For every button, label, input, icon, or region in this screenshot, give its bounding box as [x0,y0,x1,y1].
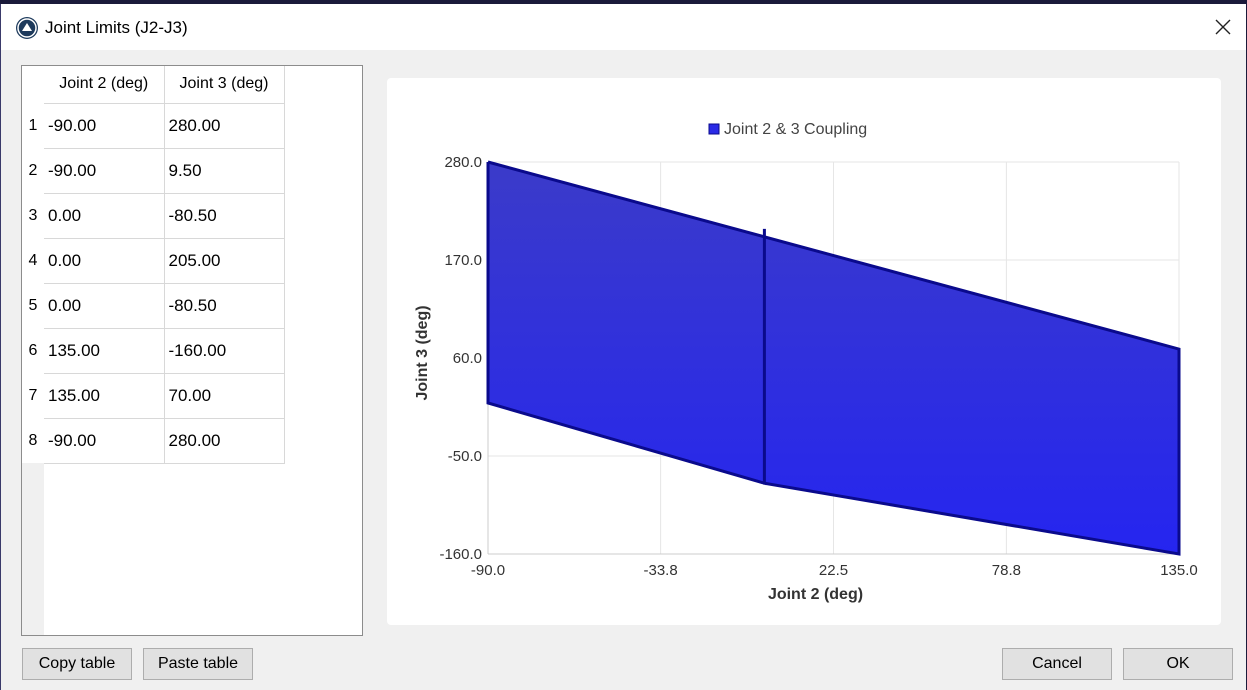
x-tick-label: 22.5 [819,562,848,579]
x-tick-label: -33.8 [643,562,677,579]
table-row: 8 -90.00 280.00 [22,418,285,464]
row-header[interactable]: 6 [22,328,44,373]
row-header[interactable]: 4 [22,238,44,283]
series-line [486,160,1181,556]
row-header[interactable]: 2 [22,148,44,193]
cell-joint3[interactable]: 280.00 [164,418,285,464]
x-tick-label: -90.0 [471,562,505,579]
y-axis-title: Joint 3 (deg) [414,305,431,400]
row-header[interactable]: 5 [22,283,44,328]
y-tick-label: 170.0 [444,252,482,269]
row-header[interactable]: 7 [22,373,44,418]
cell-joint2[interactable]: 135.00 [44,328,165,374]
table-row: 1 -90.00 280.00 [22,103,285,149]
cell-joint2[interactable]: -90.00 [44,418,165,464]
cell-joint3[interactable]: 9.50 [164,148,285,194]
cell-joint2[interactable]: -90.00 [44,103,165,149]
app-logo-icon [16,17,38,39]
cell-joint3[interactable]: 70.00 [164,373,285,419]
cell-joint2[interactable]: 0.00 [44,193,165,239]
legend-swatch [708,123,720,135]
row-header[interactable]: 8 [22,418,44,463]
x-tick-label: 78.8 [992,562,1021,579]
row-header[interactable]: 3 [22,193,44,238]
table-row: 4 0.00 205.00 [22,238,285,284]
coupling-chart: -90.0 -33.8 22.5 78.8 135.0 280.0 170.0 60.0 -50… [414,121,1198,603]
cell-joint2[interactable]: -90.00 [44,148,165,194]
table-row: 5 0.00 -80.50 [22,283,285,329]
cell-joint2[interactable]: 0.00 [44,238,165,284]
close-icon [1215,19,1231,35]
ok-button[interactable]: OK [1123,648,1233,680]
table-row: 7 135.00 70.00 [22,373,285,419]
window-title: Joint Limits (J2-J3) [45,18,188,37]
joint-table: Joint 2 (deg) Joint 3 (deg) 1 -90.00 280… [22,66,285,464]
cell-joint3[interactable]: -80.50 [164,193,285,239]
title-bar: Joint Limits (J2-J3) [1,4,1246,50]
cell-joint3[interactable]: 280.00 [164,103,285,149]
close-button[interactable] [1200,4,1246,50]
y-tick-label: -50.0 [448,448,482,465]
table-row: 2 -90.00 9.50 [22,148,285,194]
cancel-button[interactable]: Cancel [1002,648,1112,680]
cell-joint3[interactable]: -80.50 [164,283,285,329]
x-axis-title: Joint 2 (deg) [768,586,863,603]
cell-joint3[interactable]: -160.00 [164,328,285,374]
column-header-joint3[interactable]: Joint 3 (deg) [164,66,285,104]
paste-table-button[interactable]: Paste table [143,648,253,680]
series-area [488,162,1179,554]
column-header-joint2[interactable]: Joint 2 (deg) [44,66,165,104]
cell-joint2[interactable]: 135.00 [44,373,165,419]
table-row: 6 135.00 -160.00 [22,328,285,374]
x-tick-label: 135.0 [1160,562,1198,579]
y-tick-label: 60.0 [453,350,482,367]
row-header[interactable]: 1 [22,103,44,148]
joint-table-panel: Joint 2 (deg) Joint 3 (deg) 1 -90.00 280… [21,65,363,636]
y-tick-label: -160.0 [439,546,482,563]
chart-panel: -90.0 -33.8 22.5 78.8 135.0 280.0 170.0 60.0 -50… [387,78,1221,625]
table-corner [22,66,44,103]
cell-joint3[interactable]: 205.00 [164,238,285,284]
copy-table-button[interactable]: Copy table [22,648,132,680]
y-tick-label: 280.0 [444,154,482,171]
table-row: 3 0.00 -80.50 [22,193,285,239]
cell-joint2[interactable]: 0.00 [44,283,165,329]
dialog-window: Joint Limits (J2-J3) Joint 2 (deg) Joint… [0,4,1246,690]
legend-label: Joint 2 & 3 Coupling [724,121,867,138]
